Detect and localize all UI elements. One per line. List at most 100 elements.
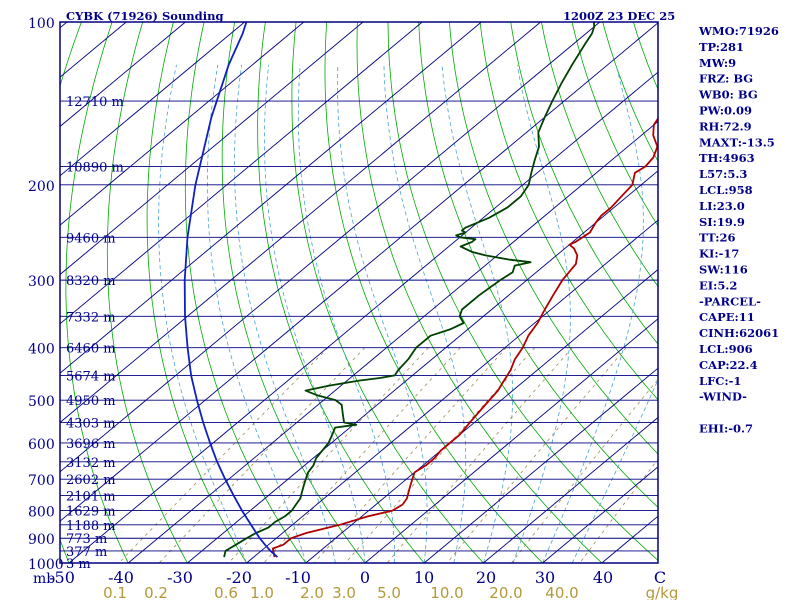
height-label: 5674 m — [66, 369, 116, 384]
temperature-profile-line — [271, 116, 658, 558]
chart-curves — [183, 22, 658, 558]
index-value-line: KI:-17 — [699, 247, 739, 261]
temperature-tick-label: -40 — [108, 568, 134, 587]
index-value-line: CINH:62061 — [699, 326, 779, 340]
index-value-line: WMO:71926 — [698, 24, 779, 38]
isotherm-line — [127, 120, 658, 563]
temperature-tick-label: 30 — [535, 568, 555, 587]
chart-datetime: 1200Z 23 DEC 25 — [563, 9, 675, 23]
index-value-line: EHI:-0.7 — [699, 422, 753, 436]
plot-frame — [59, 21, 659, 564]
dewpoint-profile-line — [223, 22, 596, 558]
index-value-line: MAXT:-13.5 — [699, 135, 775, 149]
isotherm-line — [187, 170, 658, 563]
height-label: 7332 m — [66, 310, 116, 325]
moist-adiabat-line — [234, 64, 336, 563]
index-value-line: PW:0.09 — [699, 104, 752, 118]
isotherm-line — [60, 22, 364, 276]
index-value-line: -WIND- — [699, 390, 747, 404]
index-value-line: L57:5.3 — [699, 167, 747, 181]
dry-adiabat-line — [146, 22, 247, 563]
index-value-line: RH:72.9 — [699, 119, 752, 133]
dry-adiabat-line — [257, 22, 425, 563]
mixing-ratio-line — [118, 347, 329, 563]
index-value-line: TH:4963 — [699, 151, 755, 165]
moist-adiabat-line — [571, 378, 658, 563]
chart-grid — [60, 22, 800, 563]
temperature-tick-label: 10 — [414, 568, 434, 587]
mixing-ratio-label: 10.0 — [430, 584, 463, 600]
pressure-tick-label: 700 — [28, 473, 55, 489]
isotherm-line — [423, 367, 658, 563]
moist-adiabat-line — [297, 64, 396, 563]
index-value-line: CAPE:11 — [699, 310, 755, 324]
mixing-ratio-label: 0.1 — [103, 584, 127, 600]
pressure-tick-label: 500 — [28, 394, 55, 410]
isotherm-line — [364, 318, 658, 563]
dry-adiabat-line — [787, 22, 800, 563]
parcel-profile-line — [183, 22, 279, 558]
isotherm-line — [542, 466, 658, 563]
pressure-tick-label: 1000 — [28, 557, 64, 573]
isotherm-line — [68, 71, 658, 563]
isotherm-line — [60, 22, 601, 473]
moist-adiabat-line — [383, 64, 467, 563]
temperature-tick-label: 20 — [476, 568, 496, 587]
pressure-tick-label: 600 — [28, 437, 55, 453]
isotherm-line — [60, 22, 245, 177]
temperature-tick-label: -30 — [167, 568, 193, 587]
mixing-ratio-unit-label: g/kg — [646, 584, 679, 600]
temperature-tick-label: -10 — [285, 568, 311, 587]
mixing-ratio-line — [313, 347, 507, 563]
temperature-tick-label: -20 — [226, 568, 252, 587]
index-value-line: CAP:22.4 — [699, 358, 758, 372]
sounding-indices-panel: WMO:71926 TP:281 MW:9 FRZ: BG WB0: BG PW:0.09… — [698, 24, 779, 436]
index-value-line: MW:9 — [699, 56, 736, 70]
pressure-unit-label: mb — [33, 571, 55, 587]
mixing-ratio-line — [386, 347, 573, 563]
isotherm-line — [60, 22, 482, 374]
index-value-line: FRZ: BG — [699, 72, 753, 86]
dry-adiabat-line — [756, 22, 800, 563]
mixing-ratio-line — [345, 347, 535, 563]
index-value-line: WB0: BG — [698, 88, 758, 102]
height-label: 6460 m — [66, 342, 116, 357]
height-label: 8320 m — [66, 274, 116, 289]
pressure-tick-label: 800 — [28, 505, 55, 521]
pressure-tick-label: 300 — [28, 274, 55, 290]
mixing-ratio-label: 1.0 — [250, 584, 274, 600]
index-value-line: TT:26 — [699, 231, 736, 245]
index-value-line: SI:19.9 — [699, 215, 745, 229]
mixing-ratio-label: 3.0 — [332, 584, 356, 600]
pressure-tick-label: 200 — [28, 179, 55, 195]
index-value-line: SW:116 — [699, 263, 748, 277]
index-value-line: -PARCEL- — [699, 294, 761, 308]
mixing-ratio-label: 0.6 — [214, 584, 238, 600]
height-label: 3696 m — [66, 437, 116, 452]
height-label: 773 m — [66, 532, 107, 547]
height-label: 3 m — [66, 557, 91, 572]
temperature-tick-label: -50 — [49, 568, 75, 587]
mixing-ratio-label: 40.0 — [545, 584, 578, 600]
dry-adiabat-line — [571, 22, 658, 227]
mixing-ratio-line — [446, 347, 627, 563]
moist-adiabat-line — [512, 64, 571, 563]
moist-adiabat-line — [206, 64, 307, 563]
height-label: 10890 m — [66, 161, 124, 176]
temperature-tick-label: C — [654, 568, 666, 587]
mixing-ratio-label: 2.0 — [300, 584, 324, 600]
isotherm-line — [60, 22, 658, 522]
height-label: 4950 m — [66, 394, 116, 409]
height-label: 1188 m — [66, 519, 116, 534]
moist-adiabat-line — [441, 64, 514, 563]
height-label: 4303 m — [66, 417, 116, 432]
index-value-line: LCL:958 — [699, 183, 753, 197]
temperature-tick-label: 40 — [593, 568, 613, 587]
index-value-line: EI:5.2 — [699, 278, 737, 292]
mixing-ratio-label: 20.0 — [489, 584, 522, 600]
isotherm-line — [60, 22, 541, 424]
isotherm-line — [60, 22, 186, 128]
height-label: 3132 m — [66, 456, 116, 471]
